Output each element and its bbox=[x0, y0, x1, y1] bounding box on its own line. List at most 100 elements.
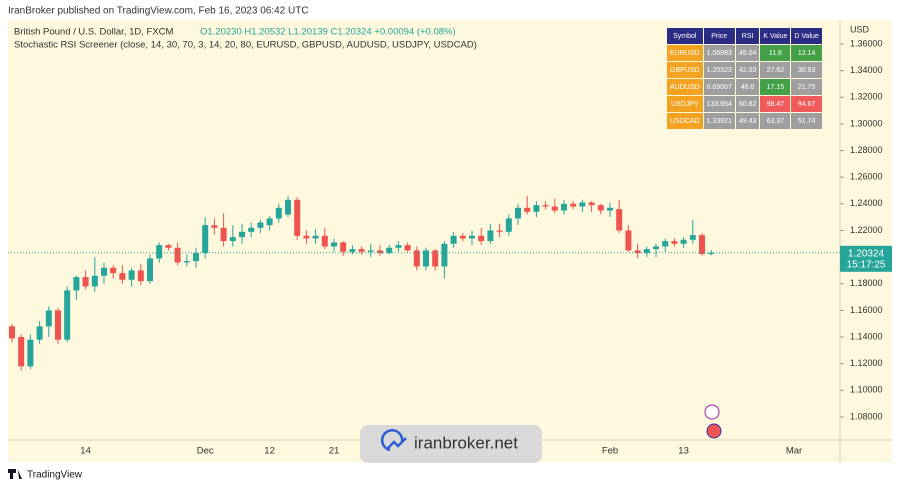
y-tick-label: 1.36000 bbox=[850, 38, 883, 48]
candle-body bbox=[542, 205, 549, 207]
tv-logo bbox=[8, 469, 22, 479]
x-tick-label: Dec bbox=[197, 446, 214, 457]
candle-body bbox=[27, 339, 34, 367]
ohlc: O1.20230 H1.20532 L1.20139 C1.20324 +0.0… bbox=[200, 27, 456, 38]
table-row: USDCAD 1.33921 49.43 63.37 51.74 bbox=[666, 112, 823, 130]
candle-body bbox=[469, 235, 475, 239]
candle-body bbox=[174, 247, 181, 263]
candle-body bbox=[579, 202, 586, 207]
candle-body bbox=[616, 209, 623, 231]
candle-body bbox=[183, 261, 190, 263]
candle-body bbox=[588, 202, 595, 206]
table-cell: 63.37 bbox=[759, 112, 792, 130]
candle-body bbox=[211, 225, 218, 228]
candle-body bbox=[496, 230, 503, 232]
table-cell: USDJPY bbox=[666, 95, 704, 113]
candle-body bbox=[524, 207, 531, 212]
candle-body bbox=[413, 250, 420, 267]
candle-body bbox=[312, 235, 319, 239]
candle-body bbox=[377, 250, 383, 254]
candle-body bbox=[36, 326, 43, 340]
table-row: Symbol Price RSI K Value D Value bbox=[666, 27, 823, 45]
x-tick-label: 12 bbox=[264, 446, 275, 457]
table-cell: 45.04 bbox=[734, 44, 761, 62]
table-cell: 46.6 bbox=[734, 78, 761, 96]
candle-body bbox=[699, 235, 705, 255]
candle-body bbox=[607, 207, 613, 211]
table-cell: 51.74 bbox=[790, 112, 823, 130]
table-cell: 27.62 bbox=[759, 61, 792, 79]
candle-body bbox=[91, 275, 98, 287]
candle-body bbox=[321, 235, 328, 247]
table-cell: AUDUSD bbox=[666, 78, 704, 96]
candle-body bbox=[303, 235, 310, 239]
candle-body bbox=[55, 310, 61, 340]
y-tick-label: 1.08000 bbox=[850, 411, 883, 421]
x-tick-label: 14 bbox=[80, 446, 91, 457]
table-cell: K Value bbox=[759, 27, 792, 45]
event-icon bbox=[704, 404, 720, 420]
candle-body bbox=[128, 270, 135, 280]
y-tick-label: 1.30000 bbox=[850, 118, 883, 128]
candle-body bbox=[294, 199, 301, 236]
footer: TradingView bbox=[27, 470, 83, 481]
table-cell: 21.75 bbox=[790, 78, 823, 96]
candle-body bbox=[662, 241, 669, 247]
table-row: USDJPY 133.954 60.82 98.47 94.67 bbox=[666, 95, 823, 113]
y-tick-label: 1.26000 bbox=[850, 172, 883, 182]
candle-body bbox=[643, 249, 650, 254]
table-cell: GBPUSD bbox=[666, 61, 704, 79]
table-cell: 1.33921 bbox=[702, 112, 736, 130]
candle-body bbox=[561, 203, 567, 211]
candle-body bbox=[110, 267, 117, 274]
candle-body bbox=[119, 273, 126, 280]
y-tick-label: 1.34000 bbox=[850, 65, 883, 75]
x-tick-label: 21 bbox=[329, 446, 340, 457]
candle-body bbox=[248, 227, 255, 232]
candle-body bbox=[515, 207, 521, 219]
table-cell: Symbol bbox=[666, 27, 704, 45]
x-tick-label: 13 bbox=[678, 446, 689, 457]
candle-body bbox=[82, 277, 89, 287]
candle-body bbox=[505, 218, 512, 232]
candle-body bbox=[533, 205, 540, 212]
candle-body bbox=[680, 239, 687, 244]
table-cell: 94.67 bbox=[790, 95, 823, 113]
table-cell: USDCAD bbox=[666, 112, 704, 130]
y-tick-label: 1.10000 bbox=[850, 385, 883, 395]
table-cell: RSI bbox=[734, 27, 761, 45]
candle-body bbox=[570, 203, 577, 207]
indicator: Stochastic RSI Screener (close, 14, 30, … bbox=[14, 40, 477, 51]
candle-body bbox=[156, 245, 163, 259]
countdown: 15:17:25 bbox=[847, 259, 886, 270]
table-cell: 98.47 bbox=[759, 95, 792, 113]
candle-body bbox=[101, 267, 107, 276]
y-tick-label: 1.24000 bbox=[850, 198, 883, 208]
candle-body bbox=[266, 218, 273, 226]
last-price-box bbox=[840, 245, 892, 272]
candle-body bbox=[708, 252, 715, 255]
candle-body bbox=[257, 222, 264, 228]
candle-body bbox=[275, 207, 282, 219]
table-cell: Price bbox=[702, 27, 736, 45]
candle-body bbox=[404, 245, 411, 251]
candle-body bbox=[395, 245, 402, 248]
event-icon bbox=[706, 423, 722, 439]
candle-body bbox=[331, 242, 337, 247]
y-tick-label: 1.16000 bbox=[850, 305, 883, 315]
candle-body bbox=[239, 231, 245, 238]
y-tick-label: 1.14000 bbox=[850, 331, 883, 341]
candle-body bbox=[386, 247, 393, 254]
candle-body bbox=[45, 310, 52, 327]
watermark-bg bbox=[360, 425, 542, 463]
table-cell: 17.15 bbox=[759, 78, 792, 96]
table-row: AUDUSD 0.69067 46.6 17.15 21.75 bbox=[666, 78, 823, 96]
candle-body bbox=[285, 199, 291, 215]
watermark: iranbroker.net bbox=[414, 433, 518, 452]
watermark-icon bbox=[380, 429, 407, 452]
candle-body bbox=[73, 277, 80, 291]
table-cell: 11.8 bbox=[759, 44, 792, 62]
candle-body bbox=[478, 235, 485, 242]
table-cell: 1.20323 bbox=[702, 61, 736, 79]
